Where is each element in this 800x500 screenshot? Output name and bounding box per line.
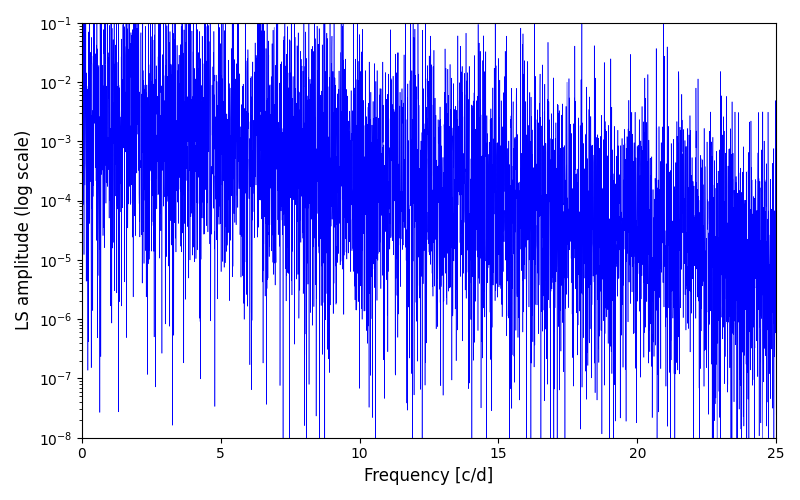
Y-axis label: LS amplitude (log scale): LS amplitude (log scale): [15, 130, 33, 330]
X-axis label: Frequency [c/d]: Frequency [c/d]: [364, 467, 494, 485]
